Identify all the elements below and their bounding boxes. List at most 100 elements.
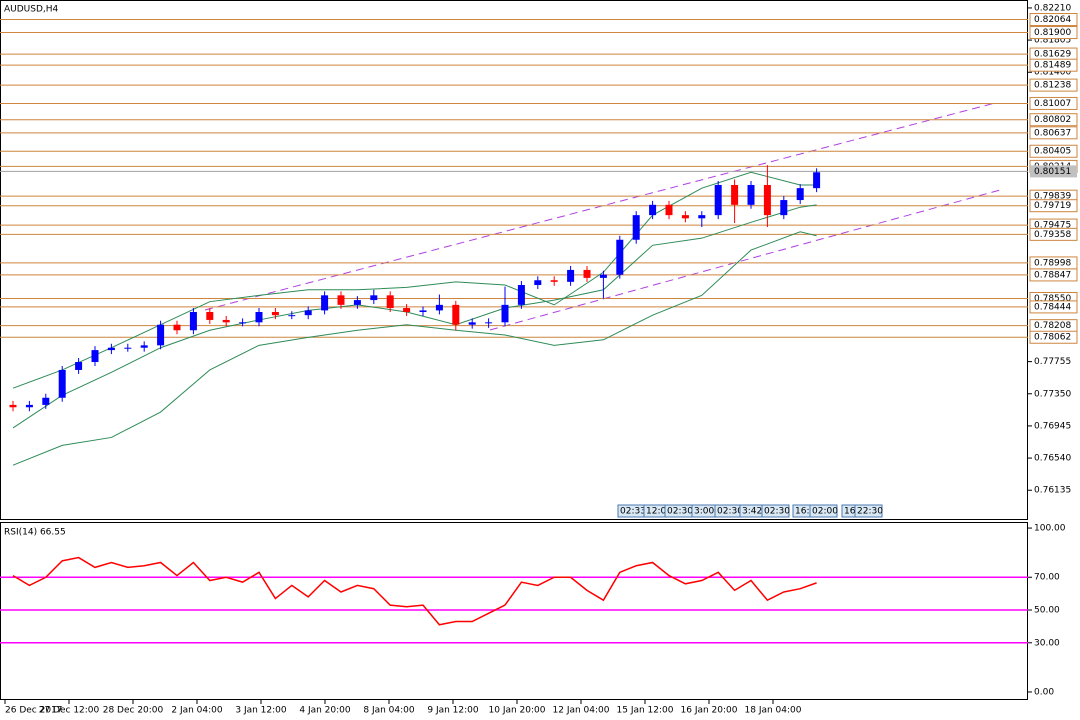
level-label-box (1029, 113, 1078, 127)
time-tag-box (809, 504, 838, 518)
level-label: 0.79839 (1034, 192, 1071, 202)
level-label: 0.78847 (1034, 270, 1071, 280)
candle-body (616, 239, 624, 275)
y-tick-label: 0.77755 (1034, 357, 1071, 367)
candle-body (501, 304, 509, 323)
x-tick-label: 16 Jan 20:00 (681, 706, 738, 716)
candle-body (698, 215, 706, 219)
x-tick-label: 27 Dec 12:00 (39, 706, 100, 716)
candle-body (321, 295, 329, 311)
time-tag: 02:30 (764, 507, 790, 517)
y-tick-label: 0.00 (1034, 687, 1054, 697)
y-tick-label: 30.00 (1034, 638, 1060, 648)
candle-body (157, 324, 165, 346)
main-title: AUDUSD,H4 (4, 5, 59, 15)
band-line (12, 231, 817, 466)
candle-body (58, 369, 66, 398)
candle-body (534, 280, 542, 286)
x-tick-label: 18 Jan 04:00 (745, 706, 802, 716)
candle-body (747, 184, 755, 205)
level-label-box (1029, 96, 1078, 110)
candle-body (763, 184, 771, 216)
main-panel (0, 0, 1028, 520)
time-tag-box (854, 504, 883, 518)
channel-upper (204, 102, 996, 311)
rsi-line (12, 556, 817, 626)
level-label: 0.82064 (1034, 15, 1071, 25)
level-label-box (1029, 144, 1078, 158)
y-tick-label: 0.76135 (1034, 486, 1071, 496)
channel-lower (489, 189, 1001, 331)
candle-body (649, 204, 657, 216)
candle-body (271, 312, 279, 316)
candle-body (255, 312, 263, 323)
y-tick-label: 50.00 (1034, 606, 1060, 616)
candle-body (386, 295, 394, 309)
candle-body (288, 315, 296, 317)
time-tag: 02:30 (717, 507, 743, 517)
level-label-box (1029, 268, 1078, 282)
x-tick-label: 4 Jan 20:00 (299, 706, 351, 716)
rsi-title: RSI(14) 66.55 (4, 528, 66, 538)
level-label: 0.79358 (1034, 230, 1071, 240)
candle-body (353, 300, 361, 305)
candle-body (731, 184, 739, 205)
level-label: 0.80637 (1034, 128, 1071, 138)
candle-body (304, 310, 312, 316)
time-tag: 22:30 (857, 507, 883, 517)
x-tick-label: 10 Jan 20:00 (489, 706, 546, 716)
time-tag: 3:00 (694, 507, 714, 517)
level-label: 0.78208 (1034, 321, 1071, 331)
candle-body (75, 362, 83, 370)
candle-body (222, 319, 230, 323)
y-tick-label: 0.76540 (1034, 454, 1071, 464)
candle-body (25, 404, 33, 408)
candle-body (9, 404, 17, 408)
candle-body (337, 295, 345, 305)
level-label-box (1029, 227, 1078, 241)
level-label-box (1029, 13, 1078, 27)
level-label: 0.79475 (1034, 221, 1071, 231)
level-label-box (1029, 199, 1078, 213)
level-label: 0.78550 (1034, 294, 1071, 304)
band-line (12, 171, 817, 389)
candle-body (468, 322, 476, 325)
y-tick-label: 0.81400 (1034, 68, 1071, 78)
level-label: 0.81489 (1034, 61, 1071, 71)
x-tick-label: 28 Dec 20:00 (103, 706, 164, 716)
candle-body (632, 215, 640, 240)
level-label: 0.81900 (1034, 28, 1071, 38)
band-line (12, 204, 817, 429)
candle-body (124, 347, 132, 349)
level-label: 0.81007 (1034, 99, 1071, 109)
level-label: 0.78444 (1034, 302, 1071, 312)
candle-body (370, 295, 378, 301)
time-tag: 02:30 (667, 507, 693, 517)
candle-body (681, 215, 689, 219)
level-label-box (1029, 126, 1078, 140)
y-tick-label: 100.00 (1034, 524, 1066, 534)
candle-body (550, 280, 558, 282)
candle-body (403, 308, 411, 312)
x-tick-label: 3 Jan 12:00 (235, 706, 287, 716)
candle-body (599, 274, 607, 278)
time-tag: 12:00 (646, 507, 672, 517)
candle-body (583, 269, 591, 278)
x-tick-label: 8 Jan 04:00 (363, 706, 415, 716)
x-tick-label: 9 Jan 12:00 (427, 706, 479, 716)
time-tag: 3:42 (742, 507, 762, 517)
candle-body (206, 312, 214, 320)
candle-body (239, 322, 247, 324)
level-label-box (1029, 78, 1078, 92)
level-label-box (1029, 58, 1078, 72)
candle-body (189, 312, 197, 331)
current-price-label: 0.80151 (1034, 167, 1071, 177)
time-tag-box (761, 504, 790, 518)
level-label: 0.80405 (1034, 147, 1071, 157)
rsi-panel (0, 522, 1028, 700)
level-label: 0.81629 (1034, 50, 1071, 60)
time-tag: 16: (795, 507, 809, 517)
candle-body (796, 188, 804, 201)
time-tag: 02:00 (812, 507, 838, 517)
